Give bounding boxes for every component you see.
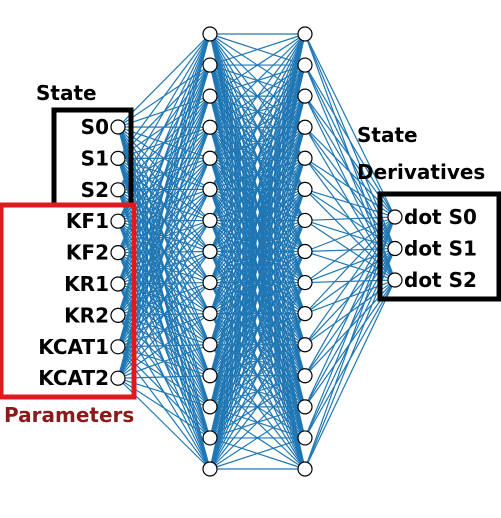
hidden1-node (203, 27, 217, 41)
input-labels-group: S0 S1 S2 KF1 KF2 KR1 KR2 KCAT1 KCAT2 (38, 115, 109, 390)
input-label-kf2: KF2 (66, 241, 109, 265)
hidden1-node (203, 338, 217, 352)
hidden1-node (203, 120, 217, 134)
hidden1-node (203, 182, 217, 196)
input-node (111, 340, 125, 354)
hidden2-node (298, 338, 312, 352)
hidden1-node (203, 213, 217, 227)
hidden1-node (203, 307, 217, 321)
input-label-s0: S0 (81, 115, 109, 139)
output-node (388, 273, 402, 287)
input-label-kcat2: KCAT2 (38, 366, 109, 390)
input-node (111, 151, 125, 165)
hidden1-node (203, 58, 217, 72)
hidden2-node (298, 120, 312, 134)
edges-group (118, 34, 395, 469)
input-label-s1: S1 (81, 146, 109, 170)
hidden1-node (203, 245, 217, 259)
output-node (388, 210, 402, 224)
hidden2-node (298, 276, 312, 290)
output-label-dot-s2: dot S2 (404, 268, 477, 292)
state-derivatives-label-line1: State (357, 123, 418, 147)
input-label-kr2: KR2 (64, 303, 109, 327)
hidden2-node (298, 431, 312, 445)
input-node (111, 277, 125, 291)
hidden1-node (203, 369, 217, 383)
state-label: State (36, 81, 97, 105)
output-node (388, 242, 402, 256)
hidden2-node (298, 213, 312, 227)
hidden2-node (298, 27, 312, 41)
input-label-kr1: KR1 (64, 272, 109, 296)
input-label-kf1: KF1 (66, 209, 109, 233)
input-node (111, 183, 125, 197)
input-label-kcat1: KCAT1 (38, 335, 109, 359)
hidden2-node (298, 369, 312, 383)
input-node (111, 308, 125, 322)
hidden1-node (203, 462, 217, 476)
hidden2-node (298, 462, 312, 476)
input-label-s2: S2 (81, 178, 109, 202)
input-node (111, 214, 125, 228)
hidden1-node (203, 400, 217, 414)
hidden1-node (203, 431, 217, 445)
parameters-label: Parameters (4, 403, 134, 427)
hidden2-node (298, 151, 312, 165)
hidden2-node (298, 307, 312, 321)
output-labels-group: dot S0 dot S1 dot S2 (404, 205, 477, 292)
input-node (111, 371, 125, 385)
hidden2-node (298, 89, 312, 103)
hidden2-node (298, 400, 312, 414)
hidden2-node (298, 182, 312, 196)
hidden1-node (203, 89, 217, 103)
hidden1-node (203, 151, 217, 165)
hidden2-node (298, 58, 312, 72)
output-label-dot-s0: dot S0 (404, 205, 477, 229)
input-node (111, 120, 125, 134)
hidden1-node (203, 276, 217, 290)
output-label-dot-s1: dot S1 (404, 237, 477, 261)
input-node (111, 246, 125, 260)
hidden2-node (298, 245, 312, 259)
state-derivatives-label-line2: Derivatives (357, 160, 485, 184)
